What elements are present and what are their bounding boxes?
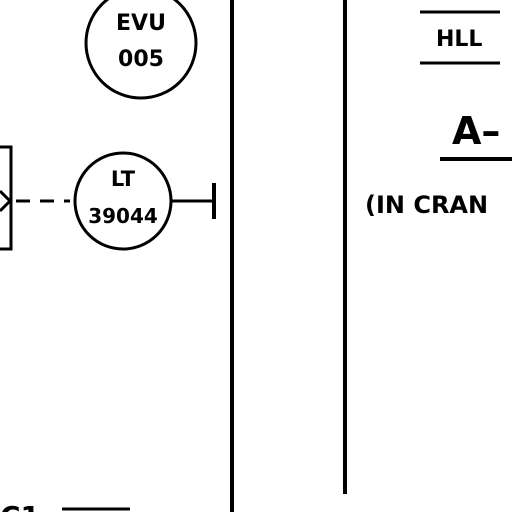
lt-tag: LT	[111, 167, 136, 191]
bottom-tag-fragment: C1	[0, 500, 40, 512]
connection-arrow-icon	[0, 189, 13, 213]
vessel-tag-label: A–	[452, 109, 500, 153]
evu-tag: EVU	[116, 11, 166, 36]
lt-instrument-bubble: LT 39044	[73, 151, 173, 251]
hll-label: HLL	[436, 27, 482, 52]
evu-number: 005	[118, 47, 164, 72]
evu-instrument-bubble: EVU 005	[84, 0, 198, 100]
left-equipment-box	[0, 145, 13, 251]
location-note: (IN CRAN	[365, 191, 488, 219]
lt-number: 39044	[88, 204, 158, 228]
